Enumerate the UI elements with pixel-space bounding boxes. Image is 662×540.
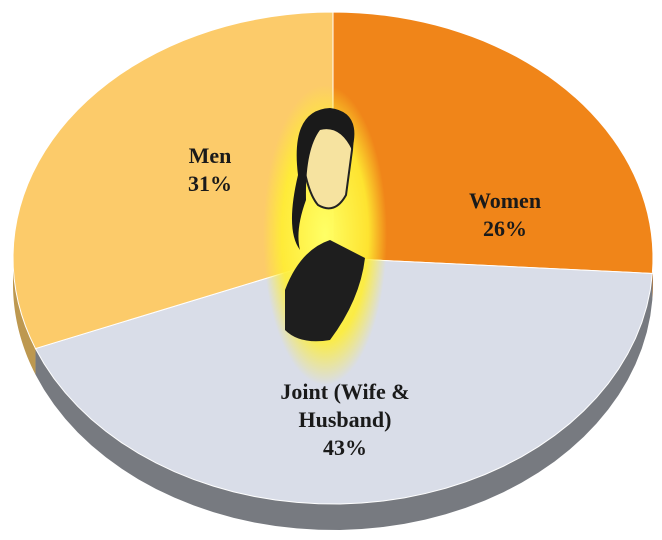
slice-side <box>13 258 36 375</box>
pie <box>12 11 654 530</box>
shoulder <box>285 240 365 342</box>
hair <box>291 108 355 250</box>
slice <box>12 11 334 350</box>
data-label: Women 26% <box>435 187 575 243</box>
data-label: Men 31% <box>150 142 270 198</box>
category-label: Women <box>468 188 542 213</box>
slice <box>332 11 654 274</box>
category-label: Joint (Wife & Husband) <box>280 379 410 432</box>
category-label: Men <box>188 143 232 168</box>
slice <box>34 257 653 505</box>
value-label: 43% <box>323 435 367 460</box>
center-figure <box>263 85 387 385</box>
data-label: Joint (Wife & Husband) 43% <box>250 378 440 462</box>
value-label: 31% <box>188 171 232 196</box>
value-label: 26% <box>483 216 527 241</box>
